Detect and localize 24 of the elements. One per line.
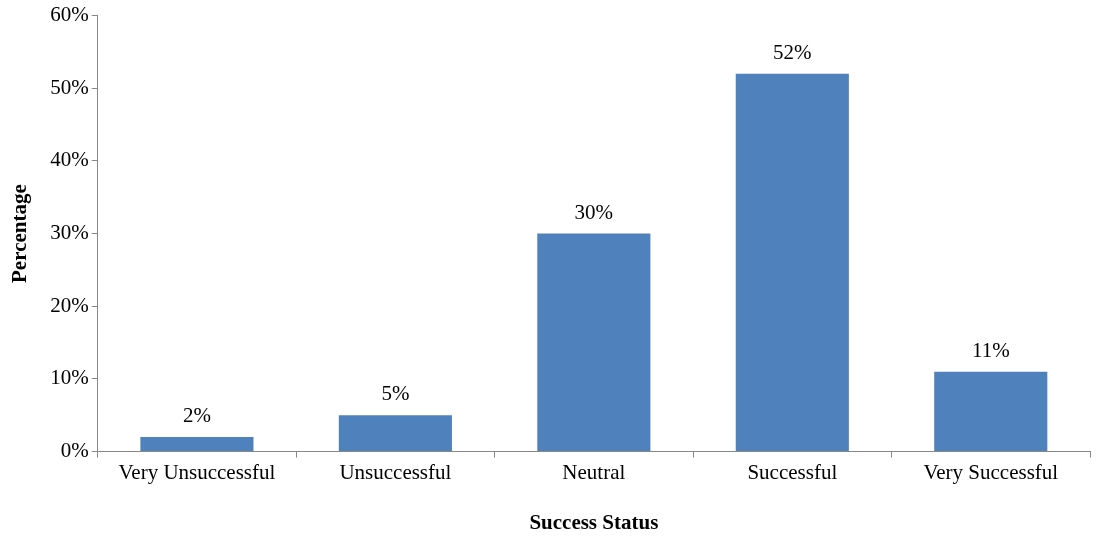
x-tick-label: Successful [747,459,838,484]
bar [735,73,849,452]
y-tick-label: 40% [50,147,89,172]
x-axis-title: Success Status [529,509,659,534]
data-label: 30% [574,199,614,224]
y-tick-label: 20% [50,292,89,317]
bar [140,437,254,452]
bar [934,371,1048,452]
x-tick-label: Very Unsuccessful [118,459,276,484]
bar [537,233,651,452]
y-tick-label: 30% [50,220,89,245]
y-axis-title: Percentage [7,184,32,283]
data-label: 52% [773,39,812,64]
data-label: 2% [182,403,211,428]
bar [338,415,452,452]
y-tick-label: 10% [50,365,89,390]
x-tick-label: Very Successful [923,459,1059,484]
y-tick-label: 60% [50,2,89,27]
data-label: 11% [971,337,1010,362]
y-tick-label: 0% [60,438,89,463]
y-tick-label: 50% [50,74,89,99]
x-tick-label: Unsuccessful [339,459,452,484]
data-label: 5% [381,381,410,406]
x-tick-label: Neutral [562,459,626,484]
